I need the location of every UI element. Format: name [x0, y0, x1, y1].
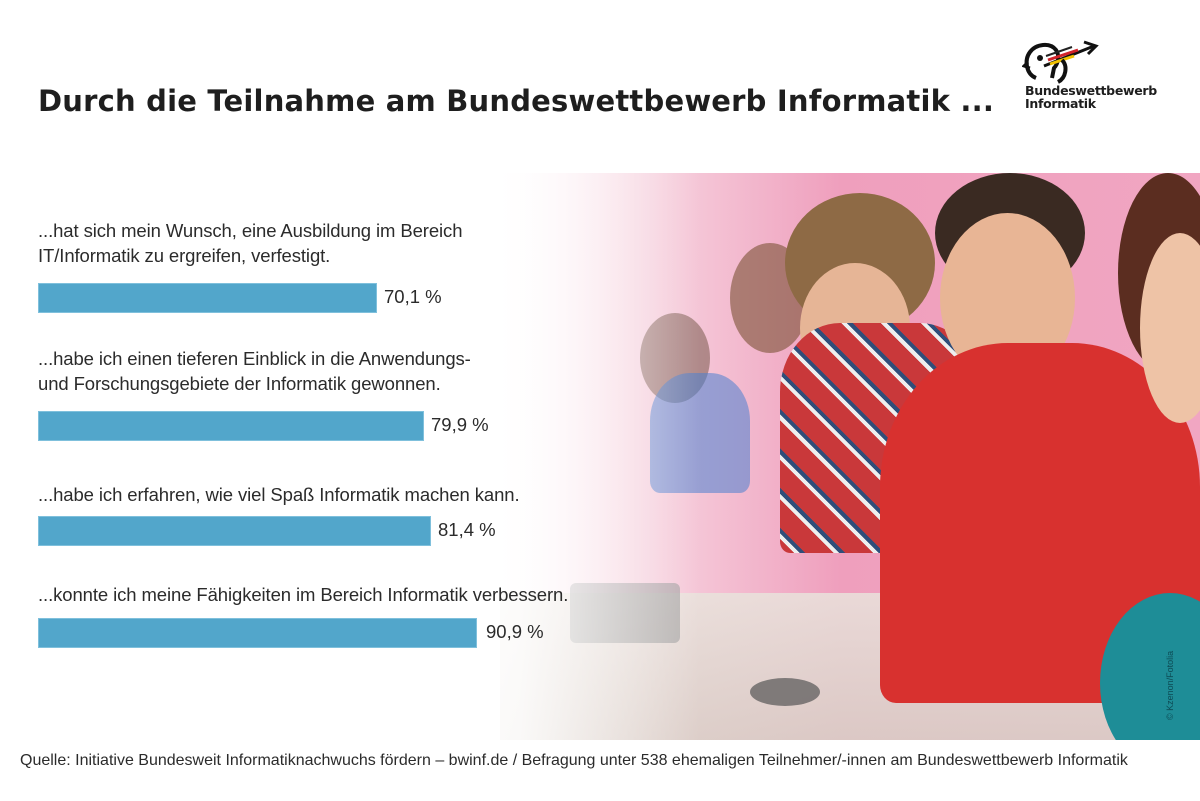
logo-line2: Informatik [1025, 96, 1096, 111]
source-note: Quelle: Initiative Bundesweit Informatik… [20, 752, 1128, 769]
question-1: ...hat sich mein Wunsch, eine Ausbildung… [38, 218, 463, 268]
bar-4 [38, 618, 477, 648]
question-3: ...habe ich erfahren, wie viel Spaß Info… [38, 482, 520, 507]
value-1: 70,1 % [384, 286, 442, 307]
bar-3 [38, 516, 431, 546]
value-3: 81,4 % [438, 519, 496, 540]
student-right-face [1140, 233, 1200, 423]
bar-1 [38, 283, 377, 313]
mouse [750, 678, 820, 706]
question-4: ...konnte ich meine Fähigkeiten im Berei… [38, 582, 568, 607]
question-1-line2: IT/Informatik zu ergreifen, verfestigt. [38, 245, 331, 266]
chart-title: Durch die Teilnahme am Bundeswettbewerb … [38, 84, 995, 118]
photo-credit: © Kzenon/Fotolia [1165, 650, 1175, 720]
value-4: 90,9 % [486, 621, 544, 642]
bwinf-head-arrow-logo-icon [1022, 40, 1099, 84]
bwinf-logo: Bundeswettbewerb Informatik [1022, 38, 1162, 118]
question-1-line1: ...hat sich mein Wunsch, eine Ausbildung… [38, 220, 463, 241]
question-2-line1: ...habe ich einen tieferen Einblick in d… [38, 348, 471, 369]
value-2: 79,9 % [431, 414, 489, 435]
logo-line1: Bundeswettbewerb [1025, 83, 1157, 98]
question-2: ...habe ich einen tieferen Einblick in d… [38, 346, 471, 396]
logo-wordmark: Bundeswettbewerb Informatik [1025, 84, 1157, 110]
question-2-line2: und Forschungsgebiete der Informatik gew… [38, 373, 441, 394]
question-3-line1: ...habe ich erfahren, wie viel Spaß Info… [38, 484, 520, 505]
bar-2 [38, 411, 424, 441]
question-4-line1: ...konnte ich meine Fähigkeiten im Berei… [38, 584, 569, 605]
